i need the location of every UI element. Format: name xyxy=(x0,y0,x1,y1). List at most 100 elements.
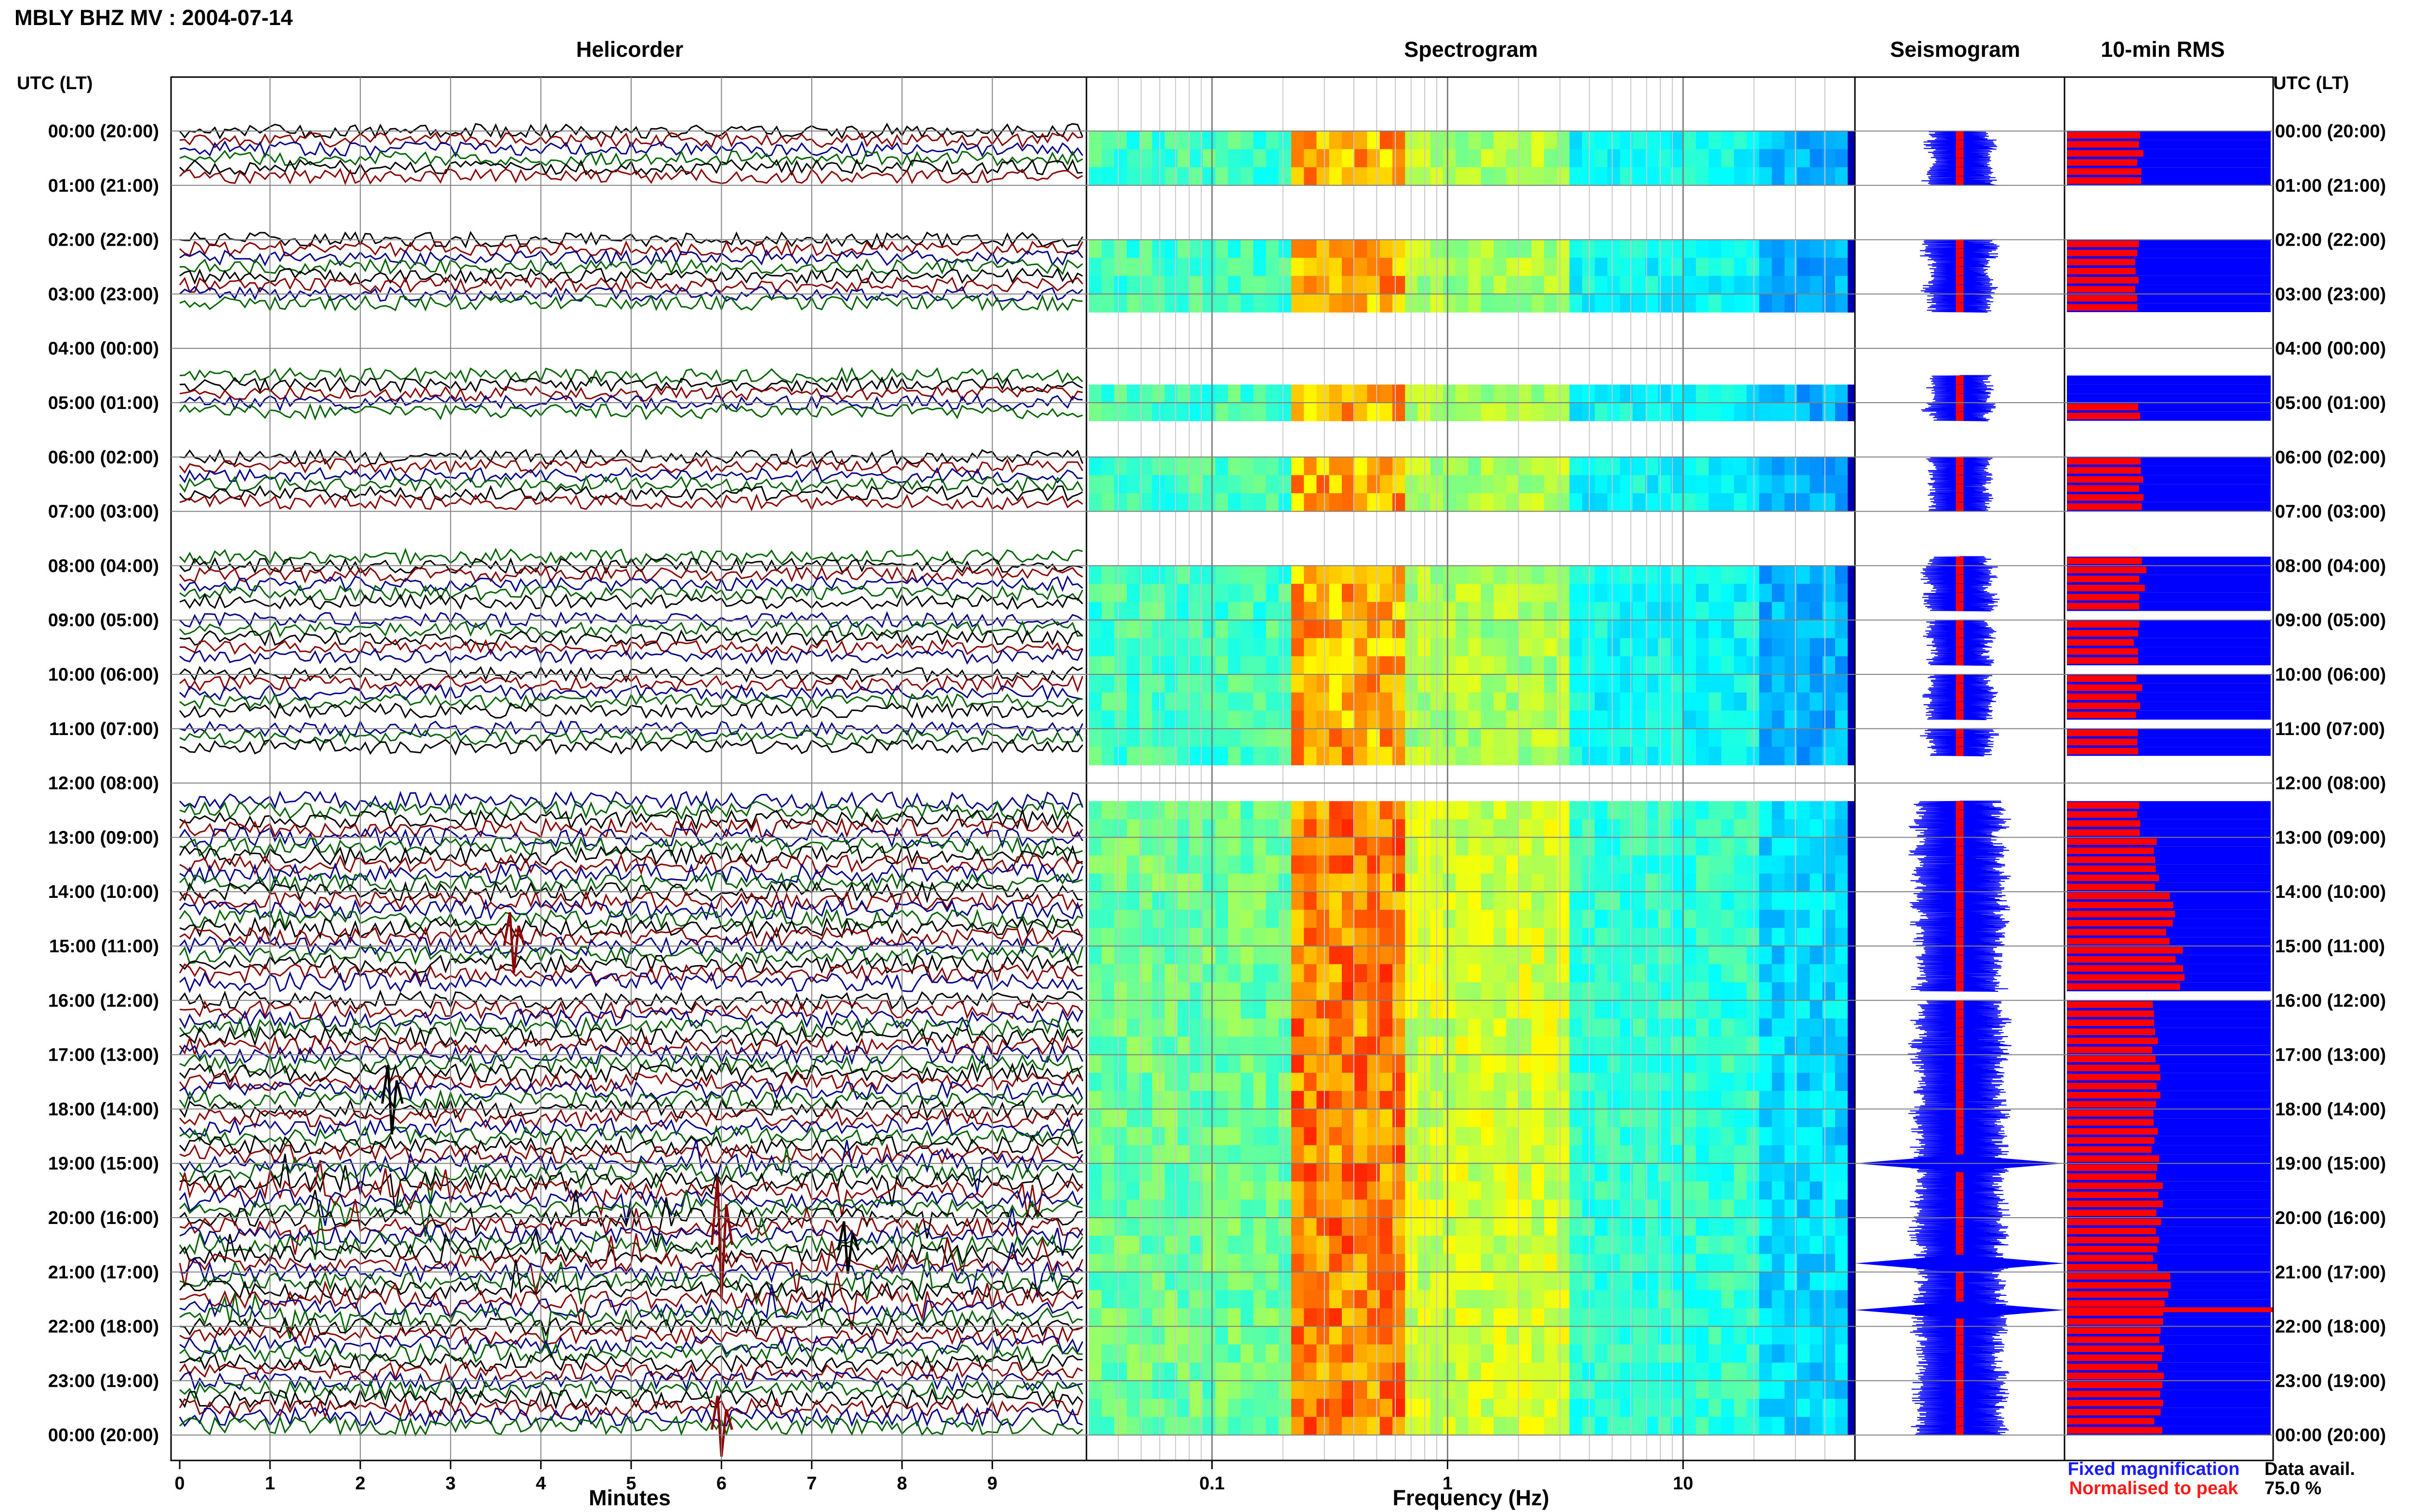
spectrogram-cell xyxy=(1696,1362,1709,1381)
spectrogram-cell xyxy=(1645,1417,1659,1435)
spectrogram-cell xyxy=(1405,1236,1418,1254)
spectrogram-cell xyxy=(1822,602,1836,620)
spectrogram-cell xyxy=(1797,258,1811,276)
spectrogram-cell xyxy=(1582,964,1595,983)
spectrogram-cell xyxy=(1342,1181,1355,1200)
rms-bar-normalised xyxy=(2067,458,2141,465)
spectrogram-cell xyxy=(1468,1199,1482,1218)
seismogram-normalised xyxy=(1956,1272,1964,1281)
rms-bar-normalised xyxy=(2067,168,2142,175)
spectrogram-cell xyxy=(1126,131,1140,150)
row-label-left: 00:00 (20:00) xyxy=(48,1425,159,1446)
spectrogram-cell xyxy=(1569,692,1583,711)
seismogram-normalised xyxy=(1956,140,1964,149)
spectrogram-cell xyxy=(1456,1308,1469,1327)
spectrogram-cell xyxy=(1405,892,1418,910)
spectrogram-cell xyxy=(1329,258,1342,276)
spectrogram-cell xyxy=(1645,1181,1659,1200)
spectrogram-cell xyxy=(1810,1236,1823,1254)
spectrogram-cell xyxy=(1494,1054,1507,1073)
spectrogram-cell xyxy=(1203,982,1216,1001)
spectrogram-cell xyxy=(1443,131,1456,150)
spectrogram-cell xyxy=(1139,294,1153,313)
spectrogram-cell xyxy=(1203,692,1216,711)
spectrogram-cell xyxy=(1519,167,1532,186)
spectrogram-cell xyxy=(1241,131,1254,150)
spectrogram-cell xyxy=(1797,1326,1811,1345)
spectrogram-cell xyxy=(1405,1290,1418,1309)
spectrogram-cell xyxy=(1569,1218,1583,1236)
spectrogram-cell xyxy=(1759,1199,1773,1218)
spectrogram-cell xyxy=(1203,1018,1216,1037)
spectrogram-cell xyxy=(1456,1362,1469,1381)
spectrogram-cell xyxy=(1367,728,1380,748)
spectrogram-cell xyxy=(1531,1308,1545,1327)
spectrogram-cell xyxy=(1329,928,1342,947)
spectrogram-cell xyxy=(1544,258,1558,276)
spectrogram-cell xyxy=(1607,167,1621,186)
spectrogram-cell xyxy=(1342,1109,1355,1128)
spectrogram-cell xyxy=(1101,1000,1115,1019)
spectrogram-cell xyxy=(1557,384,1570,403)
spectrogram-cell xyxy=(1241,1417,1254,1435)
spectrogram-cell xyxy=(1721,656,1734,675)
spectrogram-cell xyxy=(1101,602,1115,620)
spectrogram-cell xyxy=(1266,602,1279,620)
spectrogram-cell xyxy=(1708,457,1722,476)
spectrogram-cell xyxy=(1696,1236,1709,1254)
spectrogram-cell xyxy=(1595,1362,1608,1381)
spectrogram-cell xyxy=(1835,1145,1848,1164)
spectrogram-cell xyxy=(1595,258,1608,276)
spectrogram-cell xyxy=(1810,1199,1823,1218)
spectrogram-cell xyxy=(1519,1326,1532,1345)
spectrogram-cell xyxy=(1354,964,1368,983)
spectrogram-cell xyxy=(1316,964,1330,983)
rms-bars xyxy=(2067,131,2273,1435)
spectrogram-cell xyxy=(1506,656,1520,675)
spectrogram-cell xyxy=(1544,1109,1558,1128)
spectrogram-cell xyxy=(1304,149,1317,168)
spectrogram-cell xyxy=(1228,403,1241,421)
spectrogram-cell xyxy=(1354,819,1368,838)
spectrogram-cell xyxy=(1203,1218,1216,1236)
spectrogram-cell xyxy=(1253,1362,1267,1381)
spectrogram-cell xyxy=(1342,1000,1355,1019)
spectrogram-cell xyxy=(1645,1091,1659,1110)
spectrogram-cell xyxy=(1468,1018,1482,1037)
rms-bar-normalised xyxy=(2067,259,2135,265)
spectrogram-cell xyxy=(1139,1073,1153,1091)
spectrogram-cell xyxy=(1443,1199,1456,1218)
spectrogram-cell xyxy=(1228,457,1241,476)
spectrogram-cell xyxy=(1228,747,1241,765)
spectrogram-cell xyxy=(1797,294,1811,313)
spectrogram-cell xyxy=(1822,131,1836,150)
spectrogram-cell xyxy=(1759,602,1773,620)
spectrogram-cell xyxy=(1304,1326,1317,1345)
spectrogram-cell xyxy=(1405,1381,1418,1399)
spectrogram-cell xyxy=(1443,403,1456,421)
spectrogram-cell xyxy=(1468,620,1482,639)
spectrogram-cell xyxy=(1494,602,1507,620)
spectrogram-cell xyxy=(1126,1399,1140,1418)
spectrogram-cell xyxy=(1759,1417,1773,1435)
spectrogram-cell xyxy=(1582,982,1595,1001)
spectrogram-cell xyxy=(1468,1254,1482,1273)
spectrogram-cell xyxy=(1405,1308,1418,1327)
spectrogram-cell xyxy=(1089,239,1102,258)
spectrogram-cell xyxy=(1456,1399,1469,1418)
spectrogram-cell xyxy=(1126,1272,1140,1291)
spectrogram-cell xyxy=(1734,982,1747,1001)
spectrogram-cell xyxy=(1228,1091,1241,1110)
spectrogram-cell xyxy=(1696,964,1709,983)
spectrogram-cell xyxy=(1253,384,1267,403)
left-axis-header: UTC (LT) xyxy=(17,73,93,93)
spectrogram-cell xyxy=(1531,1054,1545,1073)
spectrogram-cell xyxy=(1379,457,1393,476)
spectrogram-cell xyxy=(1632,1344,1646,1363)
spectrogram-cell xyxy=(1759,1127,1773,1146)
spectrogram-cell xyxy=(1291,149,1305,168)
spectrogram-cell xyxy=(1772,294,1785,313)
spectrogram-cell xyxy=(1278,1163,1292,1182)
spectrogram-cell xyxy=(1329,909,1342,929)
spectrogram-cell xyxy=(1456,928,1469,947)
